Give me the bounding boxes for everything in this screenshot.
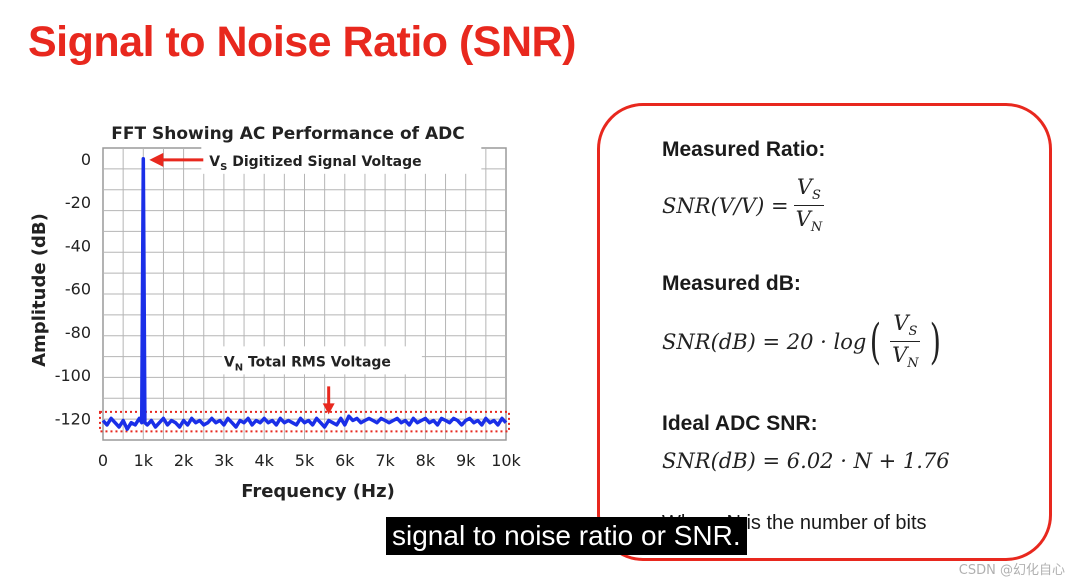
x-tick-label: 6k — [335, 451, 355, 470]
measured-db-formula: SNR(dB) = 20 · log ( VS VN ) — [662, 311, 941, 372]
noise-arrow-head — [322, 403, 335, 415]
fraction-denominator-main: V — [795, 207, 811, 232]
x-tick-label: 0 — [98, 451, 108, 470]
measured-ratio-heading: Measured Ratio: — [662, 138, 826, 161]
fft-series-line — [101, 157, 508, 431]
x-tick-label: 3k — [214, 451, 234, 470]
fraction-denominator-sub: N — [810, 220, 823, 236]
signal-annotation-label: VS Digitized Signal Voltage — [209, 154, 421, 173]
x-tick-label: 5k — [295, 451, 315, 470]
y-tick-label: -60 — [65, 280, 91, 299]
x-tick-label: 9k — [456, 451, 476, 470]
measured-ratio-lhs: SNR(V/V) = — [662, 193, 789, 218]
y-axis-ticks: 0 -20 -40 -60 -80 -100 -120 — [55, 150, 91, 429]
slide-title: Signal to Noise Ratio (SNR) — [28, 18, 576, 66]
ideal-snr-heading: Ideal ADC SNR: — [662, 412, 818, 435]
x-tick-label: 1k — [134, 451, 154, 470]
fraction-denominator-main: V — [892, 343, 908, 368]
x-tick-label: 7k — [375, 451, 395, 470]
fft-chart: FFT Showing AC Performance of ADC 0 -20 -4… — [29, 124, 522, 502]
formula-box: Measured Ratio: SNR(V/V) = VS VN Measure… — [597, 103, 1052, 561]
measured-db-lhs: SNR(dB) = 20 · log — [662, 329, 867, 354]
chart-grid — [102, 147, 507, 441]
subtitle-caption: signal to noise ratio or SNR. — [386, 517, 747, 555]
chart-annotations: VS Digitized Signal Voltage VN Total RMS … — [149, 143, 482, 415]
fraction-numerator-sub: S — [908, 324, 918, 340]
x-tick-label: 10k — [491, 451, 521, 470]
measured-db-heading: Measured dB: — [662, 272, 801, 295]
y-tick-label: -100 — [55, 366, 91, 385]
fraction-numerator-main: V — [796, 175, 813, 199]
x-tick-label: 4k — [254, 451, 274, 470]
chart-title: FFT Showing AC Performance of ADC — [111, 124, 464, 144]
watermark: CSDN @幻化自心 — [958, 563, 1065, 578]
y-tick-label: -80 — [65, 323, 91, 342]
signal-arrow-head — [149, 152, 164, 167]
measured-ratio-fraction: VS VN — [793, 175, 826, 236]
x-axis-ticks: 0 1k 2k 3k 4k 5k 6k 7k 8k 9k 10k — [98, 451, 522, 470]
measured-db-fraction: VS VN — [889, 311, 922, 372]
fraction-denominator-sub: N — [907, 356, 919, 372]
x-axis-label: Frequency (Hz) — [241, 481, 395, 502]
x-tick-label: 8k — [416, 451, 436, 470]
y-axis-label: Amplitude (dB) — [29, 213, 50, 367]
noise-annotation-label: VN Total RMS Voltage — [224, 354, 391, 373]
noise-annotation-bg — [221, 346, 422, 375]
fraction-numerator-main: V — [893, 311, 909, 335]
measured-ratio-formula: SNR(V/V) = VS VN — [662, 175, 829, 236]
y-tick-label: -120 — [55, 409, 91, 428]
ideal-snr-formula: SNR(dB) = 6.02 · N + 1.76 — [662, 449, 950, 473]
y-tick-label: 0 — [81, 150, 91, 169]
x-tick-label: 2k — [174, 451, 194, 470]
y-tick-label: -20 — [65, 193, 91, 212]
signal-annotation-bg — [201, 143, 482, 174]
y-tick-label: -40 — [65, 236, 91, 255]
fraction-numerator-sub: S — [812, 188, 821, 204]
